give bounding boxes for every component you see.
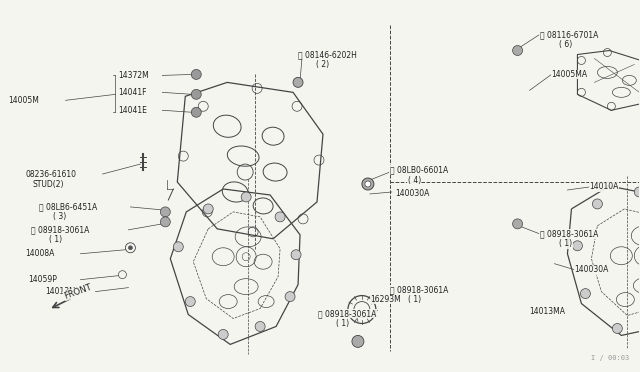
Text: 14005M: 14005M <box>9 96 40 105</box>
Text: Ⓝ 08918-3061A: Ⓝ 08918-3061A <box>390 285 448 294</box>
Circle shape <box>173 242 183 252</box>
Circle shape <box>191 70 201 79</box>
Circle shape <box>186 296 195 307</box>
Text: 14005MA: 14005MA <box>552 70 588 79</box>
Text: ( 2): ( 2) <box>316 60 329 69</box>
Text: 14013M: 14013M <box>45 287 76 296</box>
Text: 08236-61610: 08236-61610 <box>26 170 77 179</box>
Circle shape <box>275 212 285 222</box>
Text: ( 1): ( 1) <box>49 235 61 244</box>
Circle shape <box>161 217 170 227</box>
Text: Ⓑ 08LB6-6451A: Ⓑ 08LB6-6451A <box>38 202 97 211</box>
Circle shape <box>204 204 213 214</box>
Text: 14008A: 14008A <box>26 249 55 258</box>
Text: 14010A: 14010A <box>589 183 619 192</box>
Circle shape <box>241 192 251 202</box>
Circle shape <box>513 45 522 55</box>
Text: 16293M: 16293M <box>370 295 401 304</box>
Circle shape <box>612 324 622 333</box>
Text: 14041F: 14041F <box>118 88 147 97</box>
Text: FRONT: FRONT <box>63 282 93 301</box>
Circle shape <box>365 181 371 187</box>
Text: 14013MA: 14013MA <box>529 307 566 316</box>
Circle shape <box>580 289 591 299</box>
Text: ( 6): ( 6) <box>559 40 573 49</box>
Circle shape <box>362 178 374 190</box>
Text: I / 00:03: I / 00:03 <box>591 355 629 361</box>
Circle shape <box>255 321 265 331</box>
Circle shape <box>293 77 303 87</box>
Text: ( 4): ( 4) <box>408 176 421 185</box>
Circle shape <box>352 336 364 347</box>
Circle shape <box>218 330 228 339</box>
Text: STUD(2): STUD(2) <box>33 180 64 189</box>
Circle shape <box>129 246 132 250</box>
Circle shape <box>291 250 301 260</box>
Text: ( 1): ( 1) <box>408 295 421 304</box>
Circle shape <box>191 107 201 117</box>
Text: 140030A: 140030A <box>575 265 609 274</box>
Circle shape <box>593 199 602 209</box>
Text: Ⓑ 08116-6701A: Ⓑ 08116-6701A <box>540 30 598 39</box>
Text: 14059P: 14059P <box>29 275 58 284</box>
Text: Ⓝ 08918-3061A: Ⓝ 08918-3061A <box>318 309 376 318</box>
Text: 14041E: 14041E <box>118 106 147 115</box>
Circle shape <box>634 187 640 197</box>
Text: 140030A: 140030A <box>395 189 429 199</box>
Text: Ⓑ 08LB0-6601A: Ⓑ 08LB0-6601A <box>390 166 448 174</box>
Text: ( 1): ( 1) <box>336 319 349 328</box>
Text: ( 1): ( 1) <box>559 239 573 248</box>
Circle shape <box>572 241 582 251</box>
Text: Ⓝ 08918-3061A: Ⓝ 08918-3061A <box>31 225 89 234</box>
Text: Ⓝ 08918-3061A: Ⓝ 08918-3061A <box>540 229 598 238</box>
Circle shape <box>161 207 170 217</box>
Text: ( 3): ( 3) <box>52 212 66 221</box>
Circle shape <box>285 292 295 302</box>
Text: Ⓑ 08146-6202H: Ⓑ 08146-6202H <box>298 50 357 59</box>
Text: 14372M: 14372M <box>118 71 149 80</box>
Circle shape <box>513 219 522 229</box>
Circle shape <box>191 89 201 99</box>
